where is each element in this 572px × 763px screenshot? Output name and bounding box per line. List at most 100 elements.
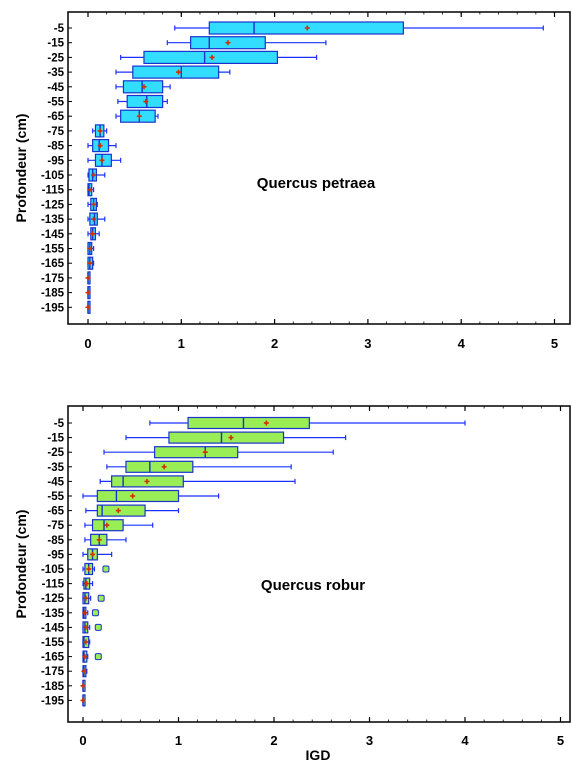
box--65 [85,504,180,517]
iqr-box [96,504,146,517]
box--175 [81,665,88,678]
box--155 [87,241,95,256]
x-tick-labels: 0 1 2 3 4 5 [79,406,564,748]
y-tick-label: -145 [41,622,65,634]
box--55 [82,489,220,503]
y-tick-label: -185 [41,288,65,300]
box--105 [82,562,96,576]
species-label: Quercus petraea [257,175,376,192]
box--95 [82,548,113,561]
box--165 [87,256,95,270]
box--35 [106,460,292,473]
box--135 [82,606,89,619]
y-tick-label: -25 [47,447,64,459]
y-tick-label: -175 [41,273,65,285]
x-tick-label: 3 [366,733,373,748]
x-tick-label: 1 [178,336,185,351]
y-tick-label: -15 [47,433,64,445]
x-tick-labels: 0 1 2 3 4 5 [84,12,558,351]
box--145 [82,621,91,634]
outlier-point [102,565,110,573]
box-marks [80,416,466,707]
x-tick-label: 5 [557,733,564,748]
y-tick-label: -45 [47,82,64,94]
box--155 [82,635,91,649]
box--105 [87,168,106,182]
y-tick-label: -105 [41,170,65,182]
y-tick-label: -95 [47,549,64,561]
iqr-box [96,489,180,503]
y-tick-label: -155 [41,637,65,649]
y-tick-label: -155 [41,244,65,256]
box--25 [103,446,334,459]
box--45 [99,475,296,488]
y-tick-label: -75 [47,520,64,532]
y-tick-label: -115 [42,579,65,591]
y-tick-label: -45 [47,476,64,488]
y-tick-label: -185 [41,681,65,693]
y-tick-label: -105 [41,564,65,576]
y-axis-label: Profondeur (cm) [13,114,29,223]
x-axis-label: IGD [306,747,331,763]
iqr-box [187,416,310,430]
y-tick-label: -85 [47,141,64,153]
x-tick-label: 0 [79,733,86,748]
box--115 [87,183,95,197]
box--165 [82,650,89,663]
y-axis-label: Profondeur (cm) [13,510,29,619]
plot-frame [67,405,571,723]
outlier-point [94,623,102,631]
box--185 [80,679,86,692]
iqr-box [168,431,285,444]
x-tick-label: 0 [84,336,91,351]
quercus-robur-panel: -5 -15 -25 -35 -45 -55 -65 -75 -85 -95 -105 -115 -12… [41,405,571,748]
x-tick-label: 5 [551,336,558,351]
y-tick-label: -55 [47,97,64,109]
y-tick-label: -15 [47,38,64,50]
x-tick-label: 4 [458,336,466,351]
box--55 [117,94,168,109]
y-tick-label: -85 [47,535,64,547]
quercus-petraea-panel: -5 -15 -25 -35 -45 -55 -65 -75 -85 -95 -105 -115 -12… [41,11,571,351]
box--195 [80,694,86,707]
y-tick-label: -115 [42,185,65,197]
box--125 [82,592,92,605]
y-tick-label: -165 [41,652,65,664]
y-tick-label: -165 [41,258,65,270]
x-tick-label: 2 [270,733,277,748]
y-tick-label: -5 [54,23,65,35]
outlier-point [94,653,102,661]
y-tick-label: -55 [47,491,64,503]
box--15 [125,431,347,444]
box--175 [85,271,91,285]
outlier-point [91,609,99,617]
y-tick-label: -75 [47,126,64,138]
box--75 [92,124,108,138]
box--15 [166,36,327,50]
y-tick-label: -145 [41,229,65,241]
y-tick-label: -195 [41,302,65,314]
y-tick-label: -125 [41,199,65,211]
x-tick-label: 3 [364,336,371,351]
box--135 [87,212,106,226]
y-tick-label: -5 [54,418,65,430]
y-tick-label: -25 [47,52,64,64]
box--25 [120,50,318,65]
iqr-box [154,446,239,459]
y-tick-label: -95 [47,155,64,167]
box--5 [174,21,544,35]
box--35 [115,65,231,79]
y-tick-label: -125 [41,593,65,605]
box--85 [84,533,127,546]
y-tick-label: -135 [41,214,65,226]
box--85 [87,139,117,153]
x-tick-label: 2 [271,336,278,351]
box--145 [87,227,100,241]
iqr-box [125,460,194,473]
y-tick-label: -195 [41,695,65,707]
x-tick-label: 4 [461,733,469,748]
box--115 [82,577,94,590]
iqr-box [132,65,220,79]
box--195 [85,300,91,314]
